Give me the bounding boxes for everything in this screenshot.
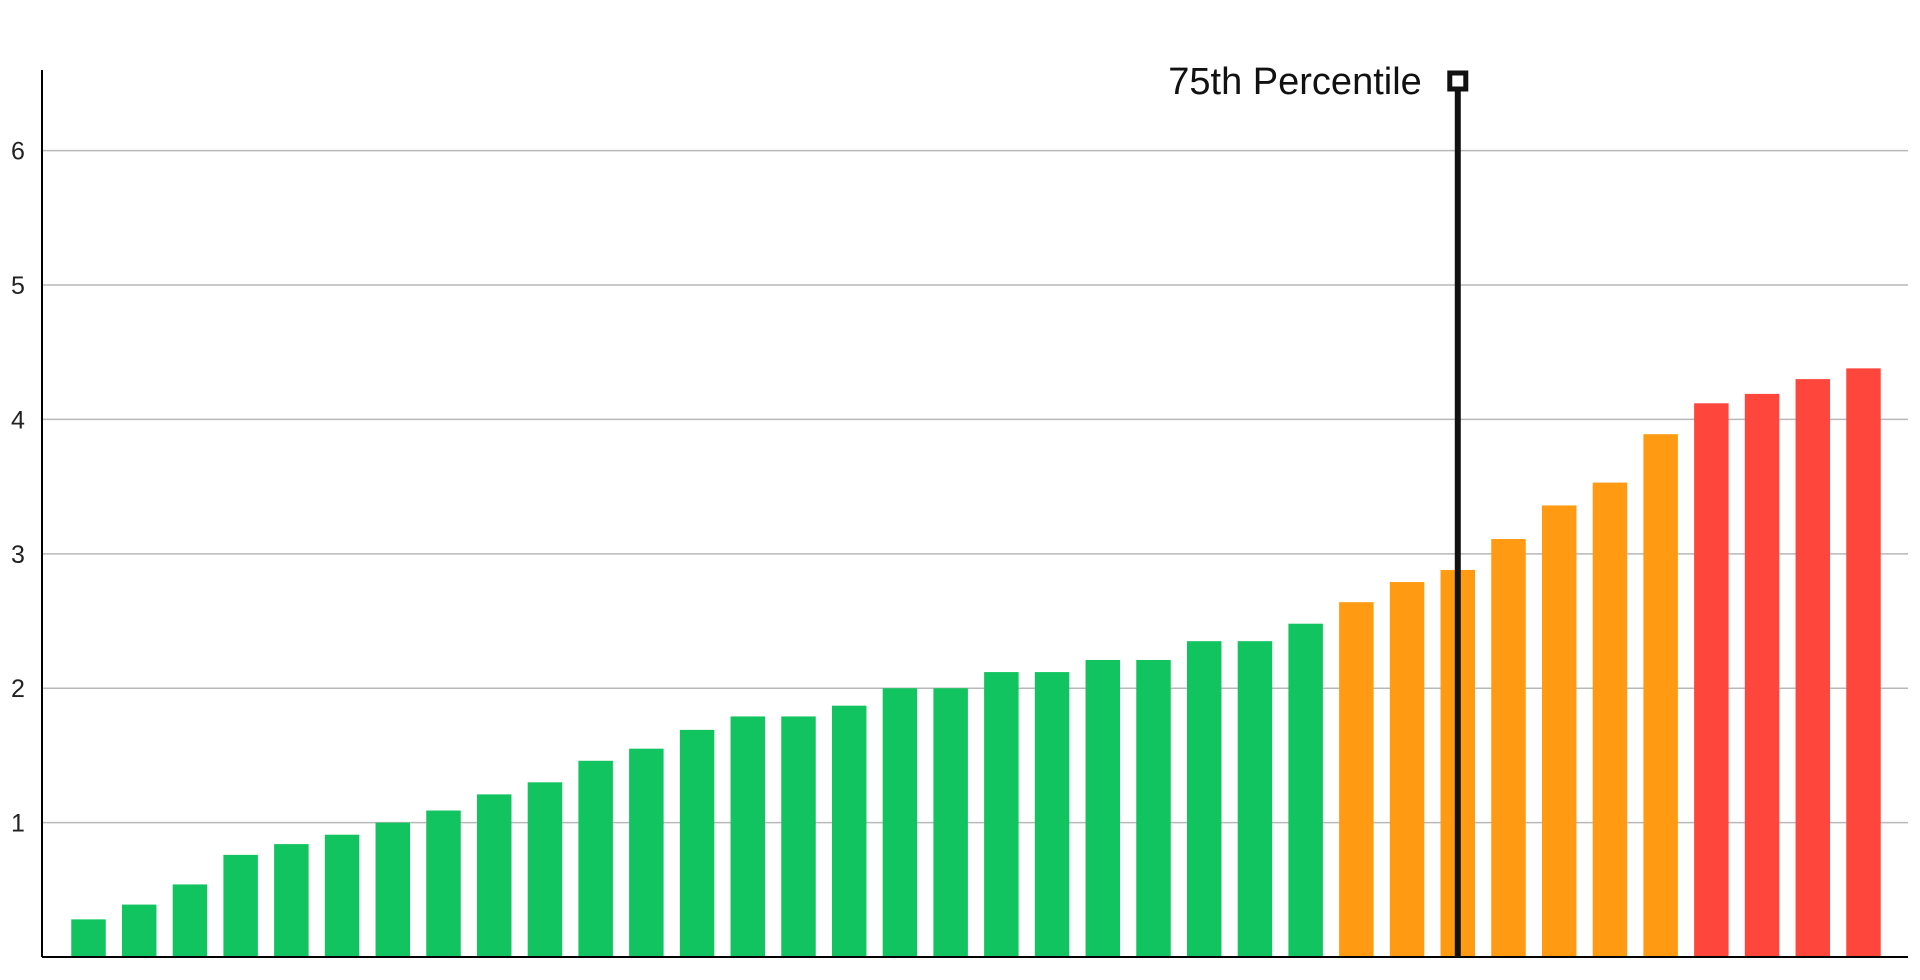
bars <box>71 368 1881 957</box>
bar <box>121 904 157 957</box>
bar <box>1136 659 1171 957</box>
bar <box>1694 403 1729 957</box>
bar <box>1389 582 1425 957</box>
bar <box>984 672 1019 957</box>
percentile-marker-label: 75th Percentile <box>1168 61 1422 103</box>
bar <box>679 729 715 957</box>
bar <box>1643 434 1678 957</box>
bar <box>223 854 258 957</box>
bar <box>1846 368 1881 957</box>
bar <box>629 748 664 957</box>
bar <box>324 834 360 957</box>
bar <box>882 688 918 957</box>
bar <box>426 810 461 957</box>
y-tick-label: 2 <box>11 675 25 703</box>
y-tick-label: 5 <box>11 272 25 300</box>
y-tick-label: 4 <box>11 406 25 434</box>
bar <box>730 716 766 957</box>
bar <box>527 782 563 957</box>
bar <box>1288 623 1323 957</box>
bar <box>476 794 512 957</box>
bar <box>831 705 867 957</box>
axes <box>41 70 1908 958</box>
bar <box>933 688 968 957</box>
y-tick-label: 1 <box>11 810 25 838</box>
bar <box>1339 602 1374 957</box>
bar <box>1541 505 1577 957</box>
bar <box>71 919 106 957</box>
bar <box>274 844 309 957</box>
bar <box>1186 641 1222 957</box>
bar <box>1237 641 1273 957</box>
percentile-marker: 75th Percentile <box>1168 61 1469 957</box>
bar <box>1085 659 1121 957</box>
bar <box>1491 539 1526 957</box>
y-axis-ticks: 1 2 3 4 5 6 <box>11 138 25 838</box>
bar <box>781 716 816 957</box>
y-tick-label: 3 <box>11 541 25 569</box>
y-tick-label: 6 <box>11 138 25 166</box>
bar <box>375 822 411 957</box>
bar <box>1744 393 1780 957</box>
bar <box>1795 379 1831 957</box>
bar <box>578 760 613 957</box>
bar <box>172 884 208 957</box>
gridlines <box>42 149 1908 824</box>
bar <box>1034 672 1070 957</box>
bar <box>1592 482 1628 957</box>
percentile-marker-handle <box>1447 70 1469 92</box>
